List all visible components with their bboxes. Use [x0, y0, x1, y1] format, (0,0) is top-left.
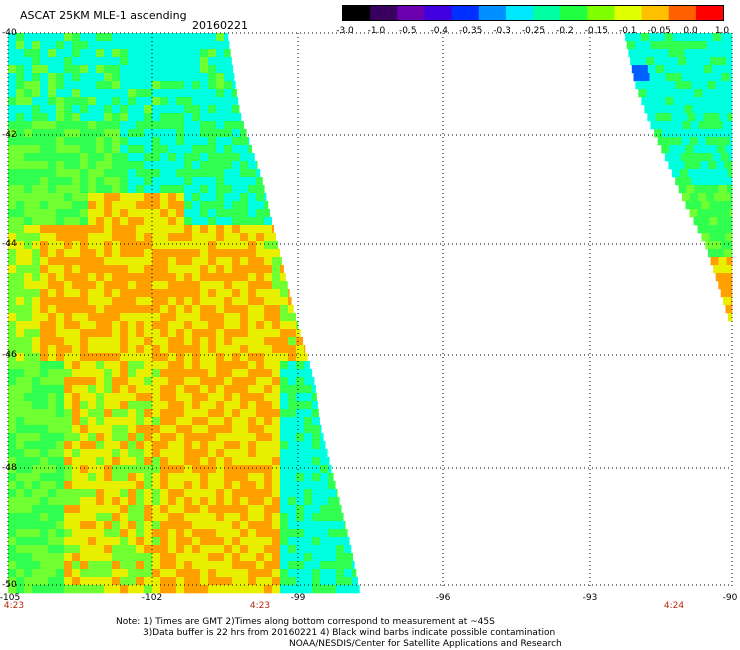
color-scale-segment — [451, 6, 480, 20]
note-line-2: 3)Data buffer is 22 hrs from 20160221 4)… — [143, 628, 556, 638]
color-scale-label: -0.1 — [618, 26, 637, 36]
lon-label: -99 — [290, 593, 306, 603]
color-scale-label: 1.0 — [714, 26, 730, 36]
color-scale-label: -1.0 — [367, 26, 386, 36]
lon-label: -96 — [435, 593, 451, 603]
product-title: ASCAT 25KM MLE-1 ascending — [20, 9, 187, 22]
note-line-1: Note: 1) Times are GMT 2)Times along bot… — [116, 617, 495, 627]
color-scale-label: -0.3 — [493, 26, 511, 36]
color-scale-segment — [397, 6, 425, 20]
color-scale-segment — [370, 6, 398, 20]
color-scale-segment — [695, 6, 724, 20]
lat-label: -44 — [2, 239, 17, 249]
time-label: 4:23 — [249, 601, 271, 611]
lon-label: -102 — [141, 593, 163, 603]
lon-label: -105 — [0, 593, 21, 603]
color-scale-label: -0.35 — [459, 26, 483, 36]
color-scale-segment — [641, 6, 670, 20]
lat-label: -46 — [2, 350, 17, 360]
color-scale-label: -0.2 — [556, 26, 574, 36]
lat-label: -42 — [2, 130, 17, 140]
color-scale-segment — [614, 6, 643, 20]
color-scale-segment — [533, 6, 561, 20]
time-label: 4:23 — [3, 601, 25, 611]
color-scale-segment — [505, 6, 534, 20]
color-scale-label: -3.0 — [336, 26, 354, 36]
color-scale-label: -0.05 — [647, 26, 671, 36]
color-scale-segment — [424, 6, 453, 20]
lat-label: -50 — [2, 580, 17, 590]
lon-label: -90 — [722, 593, 738, 603]
color-scale-segment — [587, 6, 615, 20]
lon-label: -93 — [582, 593, 598, 603]
color-scale-label: -0.15 — [584, 26, 608, 36]
color-scale-segment — [343, 6, 371, 20]
time-label: 4:24 — [663, 601, 685, 611]
lat-label: -48 — [2, 463, 17, 473]
product-date: 20160221 — [192, 19, 248, 32]
color-scale-label: -0.5 — [399, 26, 417, 36]
note-line-3: NOAA/NESDIS/Center for Satellite Applica… — [289, 639, 562, 649]
color-scale-label: 0.0 — [683, 26, 698, 36]
lat-label: -40 — [2, 28, 17, 38]
color-scale-label: -0.25 — [521, 26, 546, 36]
color-scale-segment — [478, 6, 507, 20]
color-scale-segment — [560, 6, 588, 20]
color-scale-segment — [668, 6, 697, 20]
color-scale-label: -0.4 — [430, 26, 449, 36]
color-scale-bar — [342, 5, 724, 21]
